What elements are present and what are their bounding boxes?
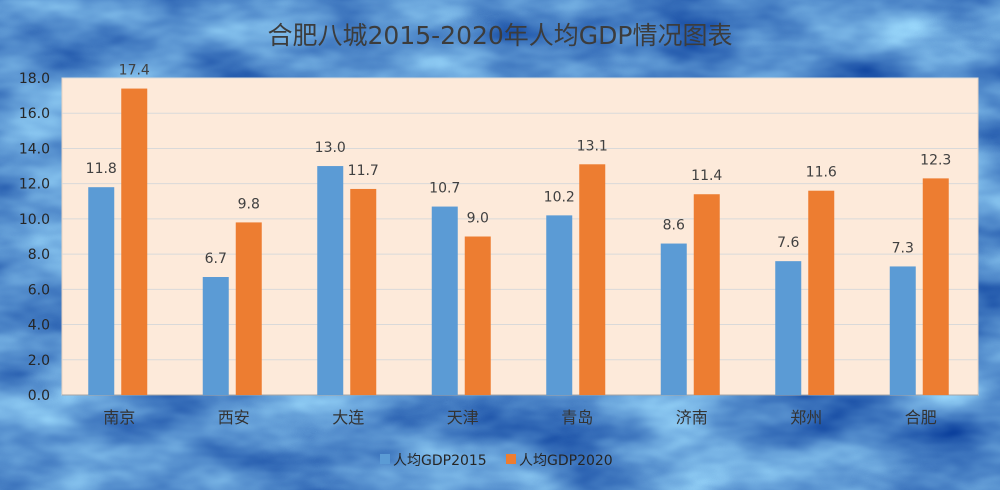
bar-series1-5 (546, 215, 573, 395)
data-label: 12.3 (920, 152, 951, 168)
bar-series1-7 (775, 261, 802, 395)
x-tick-label: 南京 (103, 408, 135, 427)
x-axis-tick-labels: 南京 西安 大连 天津 青岛 济南 郑州 合肥 (103, 408, 937, 427)
y-tick-label: 6.0 (28, 282, 50, 298)
data-label: 7.6 (777, 235, 799, 251)
legend: 人均GDP2015 人均GDP2020 (380, 453, 613, 469)
data-label: 10.7 (429, 181, 460, 197)
data-label: 13.0 (315, 140, 346, 156)
bar-series1-2 (202, 277, 229, 395)
data-label: 8.6 (663, 218, 685, 234)
x-tick-label: 郑州 (790, 408, 822, 427)
x-tick-label: 天津 (447, 408, 479, 427)
y-tick-label: 0.0 (28, 388, 50, 404)
data-label: 17.4 (119, 63, 150, 79)
data-labels: 11.8 17.4 6.7 9.8 13.011.7 10.7 9.0 10.2 13.1 8.6… (86, 63, 952, 267)
bar-series2-6 (693, 194, 720, 395)
y-tick-label: 2.0 (28, 353, 50, 369)
y-tick-label: 18.0 (19, 71, 50, 87)
data-label: 11.7 (348, 163, 379, 179)
legend-swatch-2 (506, 454, 516, 464)
bar-series2-2 (235, 222, 262, 395)
bars (88, 88, 949, 396)
plot-area (61, 77, 979, 396)
bar-series1-8 (889, 266, 916, 395)
x-tick-label: 西安 (218, 408, 250, 427)
bar-series1-4 (431, 206, 458, 395)
bar-series2-4 (464, 236, 491, 395)
x-tick-label: 济南 (676, 408, 708, 427)
data-label: 9.8 (238, 196, 260, 212)
legend-label-2: 人均GDP2020 (519, 453, 613, 469)
data-label: 9.0 (467, 211, 489, 227)
legend-swatch-1 (380, 454, 390, 464)
x-tick-label: 大连 (332, 408, 364, 427)
data-label: 11.8 (86, 161, 117, 177)
bar-series1-6 (660, 243, 687, 395)
y-tick-label: 12.0 (19, 177, 50, 193)
y-tick-label: 4.0 (28, 318, 50, 334)
y-tick-label: 14.0 (19, 141, 50, 157)
data-label: 6.7 (205, 251, 227, 267)
y-tick-label: 10.0 (19, 212, 50, 228)
bar-series2-1 (121, 88, 148, 396)
bar-series2-8 (922, 178, 949, 395)
chart-title: 合肥八城2015-2020年人均GDP情况图表 (268, 21, 733, 50)
y-axis-tick-labels: 0.0 2.0 4.0 6.0 8.0 10.0 12.0 14.0 16.0 18.0 (19, 71, 50, 404)
y-tick-label: 8.0 (28, 247, 50, 263)
bar-series2-5 (579, 164, 606, 395)
data-label: 11.4 (691, 168, 722, 184)
data-label: 11.6 (806, 165, 837, 181)
legend-label-1: 人均GDP2015 (393, 453, 487, 469)
data-label: 7.3 (892, 240, 914, 256)
bar-series1-3 (317, 166, 344, 395)
bar-series2-3 (350, 188, 377, 395)
bar-series1-1 (88, 187, 115, 395)
y-tick-label: 16.0 (19, 106, 50, 122)
x-tick-label: 合肥 (905, 408, 937, 427)
data-label: 10.2 (544, 189, 575, 205)
x-tick-label: 青岛 (561, 408, 593, 427)
data-label: 13.1 (577, 138, 608, 154)
bar-series2-7 (808, 190, 835, 395)
